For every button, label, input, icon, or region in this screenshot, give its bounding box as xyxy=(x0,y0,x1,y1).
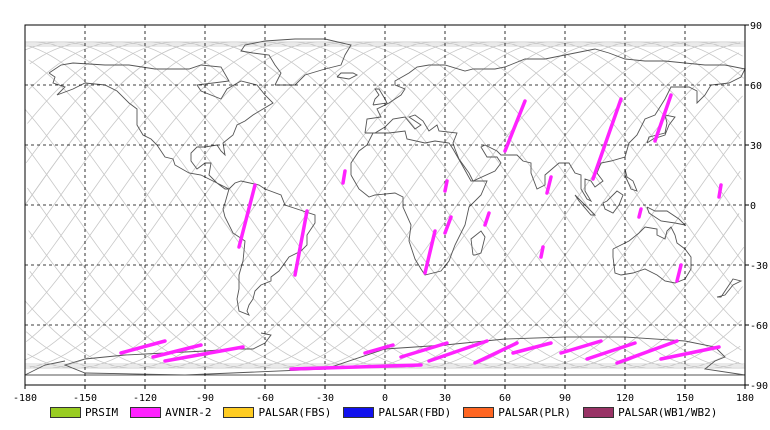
longitude-tick-labels: -180 -150 -120 -90 -60 -30 0 30 60 90 120 150 180 xyxy=(13,385,754,404)
orbit-track xyxy=(28,41,743,369)
x-tick-label: -120 xyxy=(133,393,157,404)
legend-item-prsim: PRSIM xyxy=(50,406,118,419)
avnir2-swath xyxy=(539,245,545,259)
avnir2-swath xyxy=(363,343,395,355)
legend-swatch-palsar-wb xyxy=(583,406,615,418)
coastline xyxy=(716,278,743,298)
legend-label-palsar-wb: PALSAR(WB1/WB2) xyxy=(618,405,718,419)
avnir2-swath xyxy=(443,179,449,193)
avnir2-swath xyxy=(545,175,553,195)
x-tick-label: -150 xyxy=(73,393,97,404)
x-tick-label: -90 xyxy=(196,393,214,404)
y-tick-label: -60 xyxy=(750,321,768,332)
avnir2-swath xyxy=(473,341,519,365)
avnir2-swath xyxy=(163,345,245,363)
coastline xyxy=(364,48,746,203)
avnir2-swath xyxy=(237,183,257,249)
y-tick-label: 60 xyxy=(750,81,762,92)
coastline xyxy=(48,62,274,190)
legend-item-palsar-plr: PALSAR(PLR) xyxy=(463,406,571,419)
avnir2-swath xyxy=(675,263,683,283)
x-tick-label: 60 xyxy=(499,393,511,404)
coastline xyxy=(240,38,352,86)
orbit-tracks xyxy=(24,41,745,369)
orbit-track xyxy=(27,41,742,369)
coastline xyxy=(222,180,316,316)
legend-item-palsar-fbs: PALSAR(FBS) xyxy=(223,406,331,419)
avnir2-swath xyxy=(585,341,637,361)
avnir2-swath xyxy=(615,339,679,365)
coastline xyxy=(470,230,486,256)
legend-label-palsar-plr: PALSAR(PLR) xyxy=(498,405,572,419)
legend-label-palsar-fbs: PALSAR(FBS) xyxy=(258,405,332,419)
orbit-track xyxy=(29,41,745,369)
avnir2-swath xyxy=(423,229,437,275)
avnir2-swath xyxy=(341,169,347,185)
avnir2-swath xyxy=(591,97,623,181)
graticule-grid xyxy=(25,25,745,385)
avnir2-swath xyxy=(559,339,603,355)
avnir2-swath xyxy=(289,363,423,371)
x-tick-label: 120 xyxy=(616,393,634,404)
x-tick-label: 30 xyxy=(439,393,451,404)
orbit-track xyxy=(28,41,743,369)
y-tick-label: -90 xyxy=(750,381,768,392)
legend-item-avnir2: AVNIR-2 xyxy=(130,406,211,419)
legend-swatch-prsim xyxy=(50,406,81,418)
coastline xyxy=(574,194,597,216)
orbit-track xyxy=(29,41,745,369)
latitude-tick-labels: 90 60 30 0 -30 -60 -90 xyxy=(745,21,768,392)
orbit-track xyxy=(24,41,740,369)
avnir2-swath xyxy=(293,209,309,277)
avnir2-swath xyxy=(119,339,167,355)
x-tick-label: 90 xyxy=(559,393,571,404)
orbit-track xyxy=(29,41,745,369)
legend-item-palsar-fbd: PALSAR(FBD) xyxy=(343,406,451,419)
avnir2-swath xyxy=(503,99,527,153)
legend-swatch-palsar-fbs xyxy=(223,406,255,418)
avnir2-swath xyxy=(399,341,449,359)
x-tick-label: 0 xyxy=(382,393,388,404)
avnir2-swath xyxy=(659,345,721,361)
avnir2-swath xyxy=(717,183,723,199)
coastline xyxy=(624,168,638,192)
y-tick-label: 0 xyxy=(750,201,756,212)
avnir2-swath xyxy=(483,211,491,227)
legend-label-palsar-fbd: PALSAR(FBD) xyxy=(378,405,452,419)
orbit-track xyxy=(27,41,742,369)
avnir2-swath xyxy=(443,215,453,235)
coastline xyxy=(612,226,692,284)
avnir2-swath xyxy=(637,207,643,219)
coastline xyxy=(372,88,388,106)
legend: PRSIM AVNIR-2 PALSAR(FBS) PALSAR(FBD) PA… xyxy=(50,403,729,421)
avnir2-swath xyxy=(511,341,553,355)
y-tick-label: 30 xyxy=(750,141,762,152)
legend-label-avnir2: AVNIR-2 xyxy=(165,405,212,419)
orbit-track xyxy=(27,41,742,369)
x-tick-label: -60 xyxy=(256,393,274,404)
coastline xyxy=(336,72,359,80)
avnir2-swaths xyxy=(119,93,723,371)
avnir2-swath xyxy=(427,339,489,363)
legend-item-palsar-wb: PALSAR(WB1/WB2) xyxy=(583,406,717,419)
x-tick-label: 180 xyxy=(736,393,754,404)
coastline xyxy=(350,130,488,276)
legend-swatch-avnir2 xyxy=(130,406,162,418)
y-tick-label: -30 xyxy=(750,261,768,272)
x-tick-label: 150 xyxy=(676,393,694,404)
legend-label-prsim: PRSIM xyxy=(85,405,119,419)
orbit-track xyxy=(29,41,744,369)
orbit-track xyxy=(25,41,741,369)
x-tick-label: -30 xyxy=(316,393,334,404)
avnir2-swath xyxy=(653,93,673,143)
legend-swatch-palsar-plr xyxy=(463,406,495,418)
coastline xyxy=(602,190,624,214)
x-tick-label: -180 xyxy=(13,393,37,404)
y-tick-label: 90 xyxy=(750,21,762,32)
legend-swatch-palsar-fbd xyxy=(343,406,375,418)
avnir2-swath xyxy=(151,343,203,359)
